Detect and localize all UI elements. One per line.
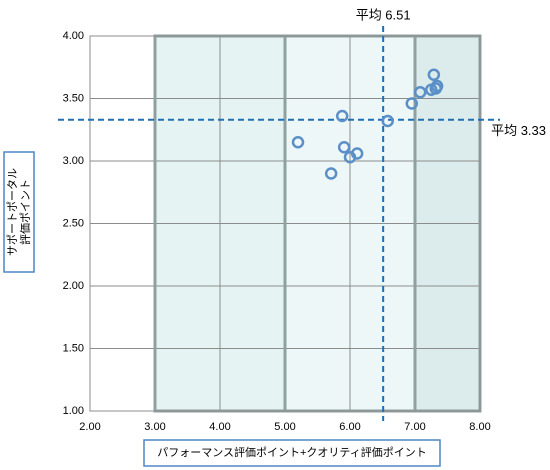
y-tick-label: 1.00: [63, 405, 84, 417]
average-label: 平均 3.33: [491, 123, 546, 138]
x-tick-label: 7.00: [404, 421, 425, 433]
x-tick-label: 4.00: [209, 421, 230, 433]
y-tick-label: 3.00: [63, 155, 84, 167]
x-tick-label: 8.00: [469, 421, 490, 433]
point: [337, 141, 351, 154]
average-label: 平均 6.51: [356, 7, 411, 22]
y-label-box: [3, 151, 35, 273]
x-axis-label: パフォーマンス評価ポイント+クオリティ評価ポイント: [157, 445, 427, 459]
point: [430, 79, 444, 93]
x-tick-label: 2.00: [79, 421, 100, 433]
x-tick-label: 6.00: [339, 421, 360, 433]
x-tick-label: 3.00: [144, 421, 165, 433]
point: [350, 147, 364, 160]
point: [291, 136, 305, 149]
y-axis-label: 評価ポイント: [18, 179, 32, 245]
plot-border: [89, 35, 481, 412]
x-tick-label: 5.00: [274, 421, 295, 433]
y-tick-label: 1.50: [63, 342, 84, 354]
point: [405, 97, 418, 110]
y-tick-label: 3.50: [63, 92, 84, 104]
point: [324, 167, 338, 180]
point: [427, 68, 441, 81]
y-tick-label: 2.50: [63, 217, 84, 229]
y-tick-label: 4.00: [63, 30, 84, 42]
point: [413, 86, 427, 99]
x-label-box: [143, 439, 441, 467]
y-axis-label: サポートポータル: [6, 168, 19, 256]
point: [381, 114, 394, 128]
point: [335, 109, 349, 123]
y-tick-label: 2.00: [63, 280, 84, 292]
